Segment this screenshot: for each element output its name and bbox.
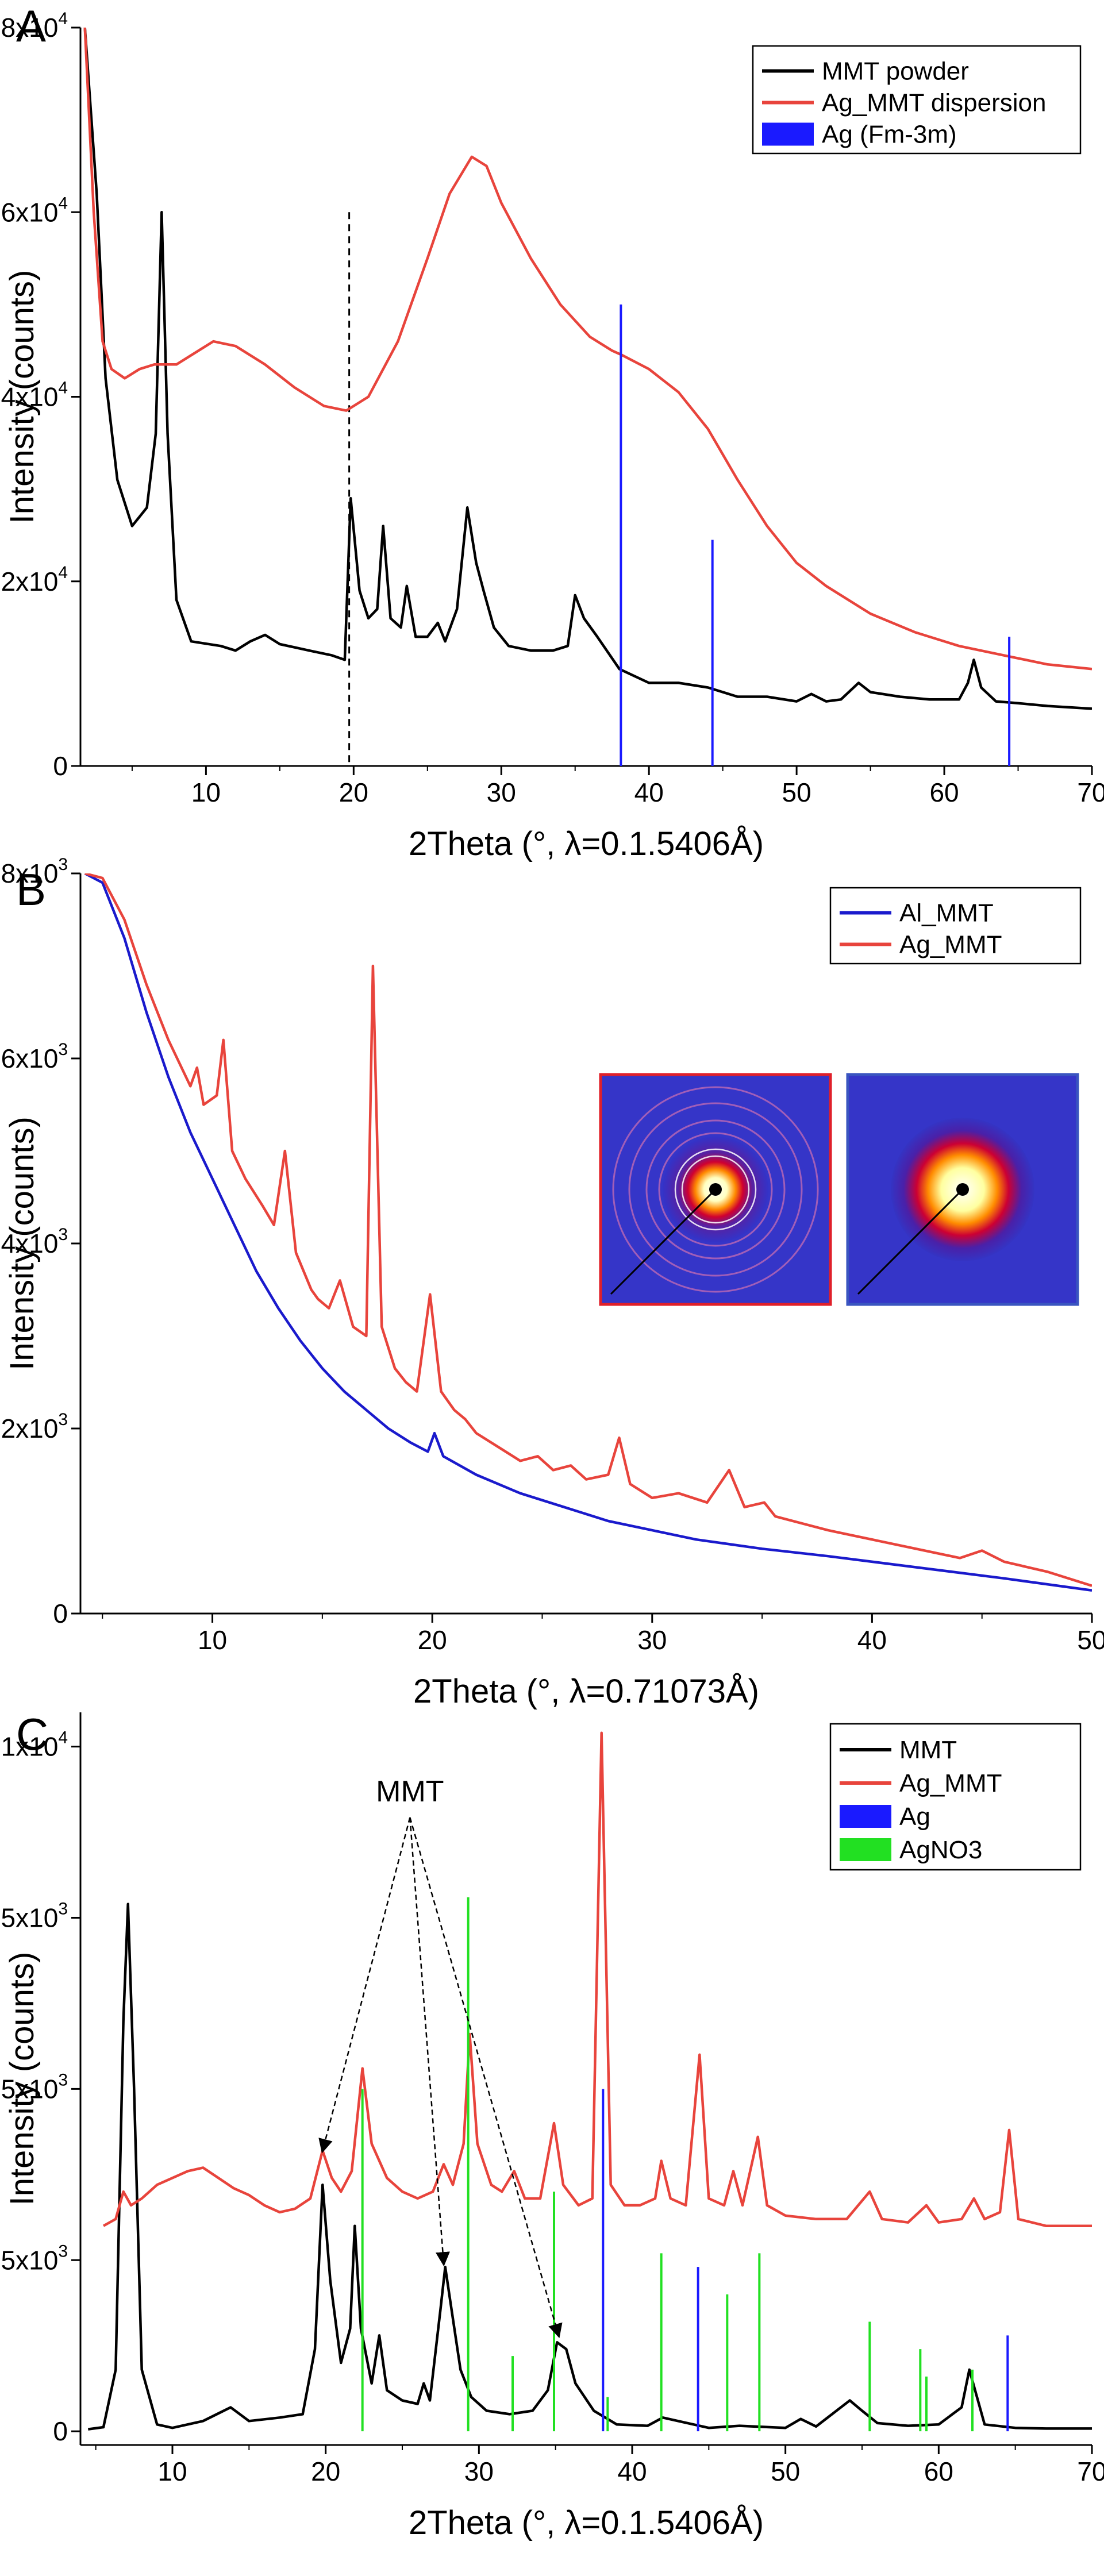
x-tick-label: 50 [782, 777, 811, 807]
x-tick-label: 40 [857, 1625, 887, 1655]
panel-c: C 10 20 30 40 50 60 70 0 2.5x103 5x103 7.5x103 1x104… [0, 1709, 1104, 2542]
series-ag-mmt [102, 1731, 1092, 2227]
y-tick-label: 4x103 [1, 1225, 68, 1258]
legend: Al_MMT Ag_MMT [829, 887, 1082, 965]
series-ag-mmt-dispersion [83, 28, 1092, 671]
y-tick-label: 2.5x103 [0, 2242, 68, 2275]
plot-area [84, 873, 1092, 1592]
series-mmt-powder [83, 28, 1092, 710]
x-axis-title: 2Theta (°, λ=0.1.5406Å) [409, 825, 764, 862]
annotation-label: MMT [376, 1775, 444, 1808]
y-tick-label: 1x104 [1, 1728, 68, 1762]
x-tick-label: 50 [1077, 1625, 1104, 1655]
diffraction-ring [612, 1086, 819, 1293]
inset-al-mmt-detector-image [846, 1073, 1079, 1306]
x-tick-label: 70 [1077, 2456, 1104, 2486]
legend-label: Ag_MMT dispersion [822, 89, 1046, 117]
legend-label: Ag (Fm-3m) [822, 121, 957, 149]
panel-b: B 10 20 30 40 50 0 2x103 4x103 6x103 8x103 2Theta (… [1, 855, 1104, 1710]
series-ag-fm-3m [620, 304, 1011, 766]
series-agno3 [361, 1897, 974, 2432]
legend-label: Ag_MMT [899, 1769, 1002, 1797]
y-tick-label: 8x103 [1, 855, 68, 888]
x-tick-label: 50 [771, 2456, 800, 2486]
diffraction-ring [674, 1148, 757, 1231]
panel-letter: B [16, 864, 46, 915]
series-ag [602, 2089, 1009, 2432]
x-axis-title: 2Theta (°, λ=0.1.5406Å) [409, 2504, 764, 2542]
legend-label: Ag_MMT [899, 931, 1002, 959]
annotation-arrow [409, 1817, 563, 2339]
diffraction-ring [645, 1119, 786, 1260]
annotation: MMT [318, 1775, 563, 2339]
line-ag-mmt [102, 1731, 1092, 2227]
y-tick-label: 6x104 [1, 194, 68, 227]
y-tick-label: 7.5x103 [0, 1899, 68, 1932]
x-tick-label: 60 [924, 2456, 953, 2486]
y-tick-label: 2x103 [1, 1410, 68, 1443]
x-tick-label: 20 [418, 1625, 447, 1655]
x-tick-label: 10 [191, 777, 221, 807]
legend-label: AgNO3 [899, 1836, 982, 1864]
annotation-arrow [409, 1817, 450, 2267]
beamstop-line [857, 1188, 964, 1295]
panel-letter: A [16, 1, 46, 51]
series-ag-mmt [84, 873, 1092, 1587]
diffraction-ring [681, 1155, 750, 1224]
series-mmt [87, 1903, 1092, 2431]
y-tick-label: 8x104 [1, 9, 68, 43]
x-tick-label: 60 [929, 777, 959, 807]
annotation-arrow [318, 1817, 411, 2154]
legend-swatch [840, 1805, 891, 1828]
diffraction-ring [658, 1132, 773, 1247]
y-tick-label: 0 [53, 2416, 68, 2446]
x-tick-label: 30 [637, 1625, 667, 1655]
panel-a: A 10 20 30 40 50 60 70 0 2x104 4x104 6x104 8x104 2The… [1, 1, 1104, 862]
line-mmt [87, 1903, 1092, 2431]
y-axis-title: Intensity (counts) [3, 1952, 41, 2206]
x-tick-label: 30 [464, 2456, 494, 2486]
panel-letter: C [16, 1709, 48, 1759]
plot-area [87, 1731, 1092, 2432]
legend: MMT Ag_MMT Ag AgNO3 [829, 1723, 1082, 1871]
x-tick-label: 20 [339, 777, 368, 807]
legend-label: MMT powder [822, 57, 969, 86]
y-tick-label: 5x103 [1, 2070, 68, 2104]
legend-swatch [840, 1838, 891, 1861]
x-tick-label: 40 [617, 2456, 647, 2486]
legend-label: Al_MMT [899, 899, 994, 927]
x-tick-label: 70 [1077, 777, 1104, 807]
legend-frame [829, 887, 1082, 965]
line-ag-mmt [84, 873, 1092, 1587]
x-tick-label: 10 [198, 1625, 227, 1655]
plot-area [83, 28, 1092, 766]
x-tick-label: 20 [311, 2456, 340, 2486]
y-tick-label: 0 [53, 1599, 68, 1628]
y-tick-label: 0 [53, 751, 68, 781]
y-tick-label: 2x104 [1, 563, 68, 596]
legend-label: MMT [899, 1736, 957, 1764]
legend: MMT powder Ag_MMT dispersion Ag (Fm-3m) [752, 45, 1082, 155]
beamstop-line [610, 1188, 717, 1295]
legend-swatch [762, 122, 814, 146]
y-tick-label: 4x104 [1, 379, 68, 412]
x-axis-title: 2Theta (°, λ=0.71073Å) [413, 1673, 759, 1710]
x-tick-label: 40 [634, 777, 664, 807]
series-al-mmt [84, 873, 1092, 1592]
line-mmt-powder [83, 28, 1092, 710]
y-axis-title: Intensity (counts) [3, 270, 41, 524]
x-tick-label: 10 [157, 2456, 187, 2486]
line-ag-mmt-dispersion [83, 28, 1092, 671]
y-tick-label: 6x103 [1, 1040, 68, 1073]
y-axis-title: Intensity (counts) [3, 1116, 41, 1370]
inset-ag-mmt-detector-image [599, 1073, 832, 1306]
beamstop-dot [956, 1183, 969, 1196]
beamstop-dot [709, 1183, 722, 1196]
x-tick-label: 30 [487, 777, 516, 807]
diffraction-ring [628, 1102, 803, 1277]
legend-label: Ag [899, 1803, 930, 1831]
line-al-mmt [84, 873, 1092, 1592]
